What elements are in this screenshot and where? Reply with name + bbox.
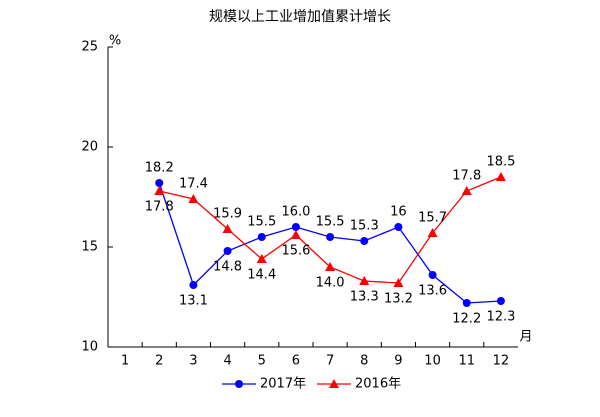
- point: [495, 172, 506, 181]
- y-unit: %: [109, 34, 121, 49]
- data-label: 16.0: [281, 205, 310, 220]
- data-label: 12.3: [486, 310, 515, 325]
- data-label: 13.2: [384, 292, 413, 307]
- data-label: 15.3: [350, 219, 379, 234]
- data-label: 13.1: [179, 294, 208, 309]
- point: [290, 230, 301, 239]
- point: [257, 233, 266, 241]
- legend-label: 2016年: [355, 377, 401, 392]
- point: [393, 278, 404, 287]
- y-tick-label: 10: [81, 340, 98, 355]
- point: [462, 299, 471, 307]
- point: [496, 297, 505, 305]
- point: [155, 179, 164, 187]
- data-label: 17.8: [145, 200, 174, 215]
- data-label: 17.8: [452, 169, 481, 184]
- point: [325, 262, 336, 271]
- x-tick-label: 4: [223, 354, 231, 369]
- data-label: 13.6: [418, 284, 447, 299]
- point: [223, 247, 232, 255]
- point: [189, 281, 198, 289]
- x-tick-label: 3: [189, 354, 197, 369]
- x-tick-label: 2: [155, 354, 163, 369]
- point: [394, 223, 403, 231]
- data-label: 18.5: [486, 155, 515, 170]
- x-tick-label: 8: [360, 354, 368, 369]
- y-tick-label: 15: [81, 240, 98, 255]
- data-label: 15.5: [247, 215, 276, 230]
- chart-title: 规模以上工业增加值累计增长: [209, 9, 391, 25]
- data-label: 16: [390, 205, 407, 220]
- legend-label: 2017年: [260, 377, 306, 392]
- x-tick-label: 9: [394, 354, 402, 369]
- data-label: 14.4: [247, 268, 276, 283]
- x-tick-label: 10: [424, 354, 441, 369]
- x-tick-label: 1: [121, 354, 129, 369]
- data-label: 17.4: [179, 177, 208, 192]
- point: [461, 186, 472, 195]
- data-label: 14.8: [213, 260, 242, 275]
- x-unit: 月: [519, 330, 532, 345]
- point: [359, 276, 370, 285]
- point: [235, 380, 243, 388]
- point: [428, 271, 437, 279]
- point: [326, 233, 335, 241]
- data-label: 15.6: [281, 244, 310, 259]
- x-tick-label: 11: [458, 354, 475, 369]
- x-tick-label: 5: [258, 354, 266, 369]
- y-tick-label: 20: [81, 140, 98, 155]
- x-tick-label: 6: [292, 354, 300, 369]
- data-label: 13.3: [350, 290, 379, 305]
- point: [360, 237, 369, 245]
- data-label: 15.9: [213, 207, 242, 222]
- point: [291, 223, 300, 231]
- data-label: 14.0: [316, 276, 345, 291]
- point: [188, 194, 199, 203]
- point: [427, 228, 438, 237]
- x-tick-label: 7: [326, 354, 334, 369]
- data-label: 12.2: [452, 312, 481, 327]
- point: [329, 379, 339, 388]
- point: [222, 224, 233, 233]
- y-tick-label: 25: [81, 40, 98, 55]
- data-label: 15.5: [316, 215, 345, 230]
- point: [256, 254, 267, 263]
- point: [154, 186, 165, 195]
- x-tick-label: 12: [493, 354, 510, 369]
- data-label: 18.2: [145, 161, 174, 176]
- data-label: 15.7: [418, 211, 447, 226]
